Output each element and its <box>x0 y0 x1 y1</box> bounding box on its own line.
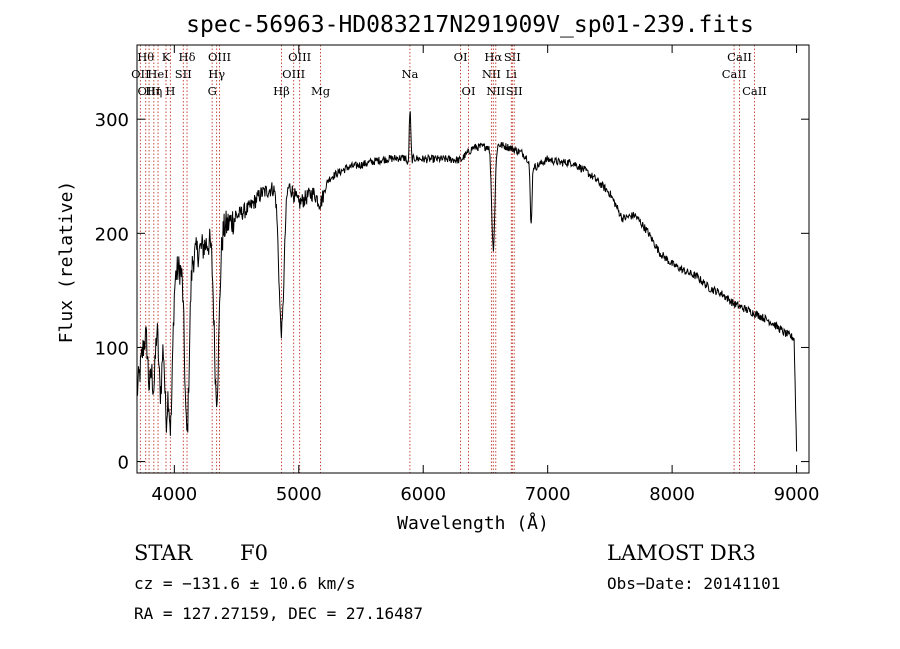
line-marker-label: CaII <box>742 84 767 98</box>
x-tick-label: 6000 <box>400 484 446 505</box>
y-tick-label: 100 <box>95 338 129 359</box>
line-marker-label: Li <box>506 67 518 81</box>
observation-date: Obs−Date: 20141101 <box>607 574 780 593</box>
line-marker-label: SII <box>506 84 523 98</box>
line-marker-label: SII <box>504 50 521 64</box>
line-marker-label: CaII <box>727 50 752 64</box>
line-marker-label: NII <box>486 84 505 98</box>
y-tick-label: 300 <box>95 110 129 131</box>
radial-velocity: cz = −131.6 ± 10.6 km/s <box>134 574 356 593</box>
line-marker-label: CaII <box>722 67 747 81</box>
line-marker-label: OI <box>454 50 468 64</box>
line-marker-label: Hδ <box>179 50 196 64</box>
line-marker-label: Na <box>401 67 418 81</box>
line-marker-label: Hθ <box>137 50 154 64</box>
chart-title: spec-56963-HD083217N291909V_sp01-239.fit… <box>186 12 754 38</box>
x-tick-label: 9000 <box>774 484 820 505</box>
x-tick-label: 5000 <box>276 484 322 505</box>
line-marker-label: Mg <box>311 84 331 98</box>
line-marker-label: NII <box>482 67 501 81</box>
line-marker-label: Hβ <box>273 84 290 98</box>
line-marker-label: K <box>162 50 171 64</box>
x-axis: 4000 5000 6000 7000 8000 9000 <box>151 45 819 505</box>
line-marker-label: Hγ <box>208 67 225 81</box>
line-marker-label: OIII <box>282 67 305 81</box>
line-marker-label: OIII <box>288 50 311 64</box>
x-tick-label: 8000 <box>649 484 695 505</box>
line-markers: OIIHθOIIIHηHeIKHSIIHδGHγOIIIHβOIIIOIIIMg… <box>131 45 767 473</box>
line-marker-label: OII <box>131 67 150 81</box>
y-tick-label: 200 <box>95 224 129 245</box>
x-axis-label: Wavelength (Å) <box>397 512 549 534</box>
coordinates: RA = 127.27159, DEC = 27.16487 <box>134 604 423 623</box>
y-tick-label: 0 <box>118 453 129 474</box>
x-tick-label: 7000 <box>525 484 571 505</box>
line-marker-label: HeI <box>147 67 168 81</box>
y-axis: 0 100 200 300 <box>95 110 809 474</box>
spectrum-line <box>136 111 798 452</box>
line-marker-label: OIII <box>208 50 231 64</box>
line-marker-label: H <box>165 84 175 98</box>
survey-name: LAMOST DR3 <box>607 541 756 565</box>
line-marker-label: G <box>208 84 217 98</box>
line-marker-label: Hη <box>145 84 162 98</box>
y-axis-label: Flux (relative) <box>56 181 77 344</box>
line-marker-label: Hα <box>484 50 502 64</box>
line-marker-label: OI <box>462 84 476 98</box>
x-tick-label: 4000 <box>151 484 197 505</box>
object-class: STAR <box>134 541 193 565</box>
spectral-subclass: F0 <box>240 541 268 565</box>
line-marker-label: SII <box>175 67 192 81</box>
line-marker-label: OIII <box>138 84 161 98</box>
plot-frame <box>136 44 810 474</box>
